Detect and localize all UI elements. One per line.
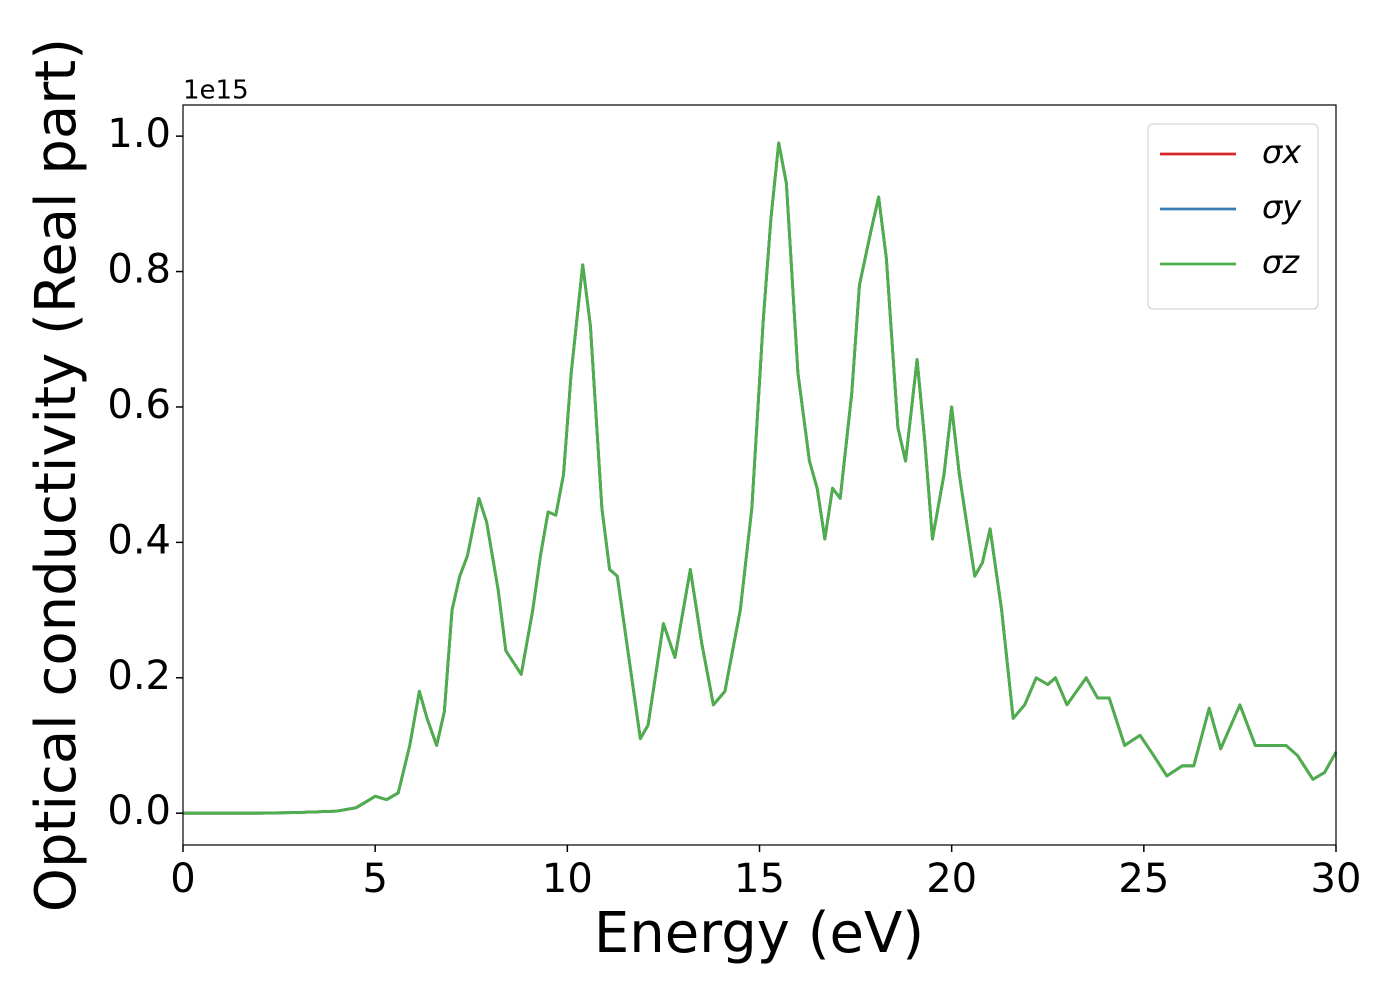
x-tick-label: 15 [734,856,785,902]
y-tick-label: 0.2 [107,653,171,699]
x-axis-label: Energy (eV) [594,901,924,966]
plot-frame [182,104,1337,846]
x-tick-label: 25 [1118,856,1169,902]
legend-label: σx [1262,133,1302,171]
x-tick-label: 30 [1311,856,1362,902]
y-axis-label: Optical conductivity (Real part) [24,38,89,912]
x-tick-label: 0 [170,856,195,902]
y-offset-label: 1e15 [183,76,249,106]
y-tick-label: 1.0 [107,111,171,157]
line-series [183,141,1338,815]
y-tick-label: 0.4 [107,517,171,563]
legend-label: σy [1262,188,1302,226]
y-tick-label: 0.0 [107,788,171,834]
legend-label: σz [1262,243,1300,281]
y-tick-label: 0.8 [107,247,171,293]
y-tick-label: 0.6 [107,382,171,428]
x-tick-label: 5 [362,856,387,902]
x-tick-label: 10 [542,856,593,902]
x-tick-label: 20 [926,856,977,902]
